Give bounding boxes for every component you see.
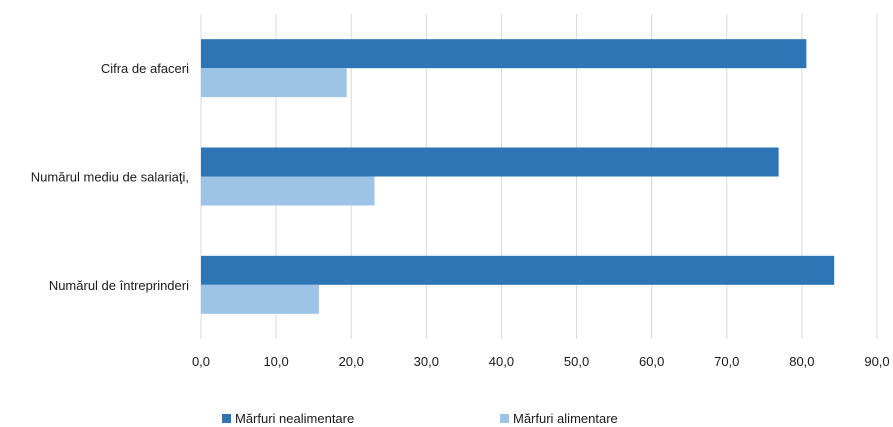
bar-series-2 (201, 68, 347, 98)
x-tick-label: 60,0 (639, 354, 664, 369)
legend-item-series-2: Mărfuri alimentare (500, 411, 618, 426)
legend-swatch-series-1 (222, 414, 231, 423)
category-label: Cifra de afaceri (101, 61, 189, 76)
bar-series-1 (201, 147, 779, 177)
x-tick-label: 90,0 (864, 354, 889, 369)
category-label: Numărul de întreprinderi (49, 278, 189, 293)
x-tick-label: 30,0 (414, 354, 439, 369)
category-label: Numărul mediu de salariaţi, (31, 170, 189, 185)
x-tick-label: 0,0 (192, 354, 210, 369)
legend-swatch-series-2 (500, 414, 509, 423)
legend-label-series-2: Mărfuri alimentare (513, 411, 618, 426)
bar-series-2 (201, 176, 375, 206)
bar-series-1 (201, 255, 835, 285)
bar-series-1 (201, 39, 807, 69)
x-tick-label: 20,0 (339, 354, 364, 369)
x-tick-label: 40,0 (489, 354, 514, 369)
legend-label-series-1: Mărfuri nealimentare (235, 411, 355, 426)
x-tick-label: 80,0 (789, 354, 814, 369)
x-tick-label: 70,0 (714, 354, 739, 369)
category-labels: Cifra de afaceri Numărul mediu de salaria… (31, 61, 189, 293)
bars (201, 39, 835, 314)
x-tick-labels: 0,0 10,0 20,0 30,0 40,0 50,0 60,0 70,0 80,0 90,0 (192, 354, 890, 369)
x-tick-label: 10,0 (263, 354, 288, 369)
legend: Mărfuri nealimentare Mărfuri alimentare (0, 411, 893, 427)
legend-item-series-1: Mărfuri nealimentare (222, 411, 354, 426)
x-tick-label: 50,0 (564, 354, 589, 369)
bar-series-2 (201, 284, 319, 314)
